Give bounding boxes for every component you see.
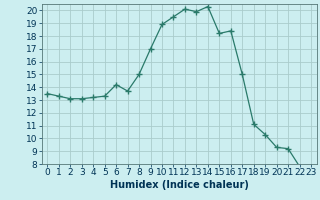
X-axis label: Humidex (Indice chaleur): Humidex (Indice chaleur) — [110, 180, 249, 190]
